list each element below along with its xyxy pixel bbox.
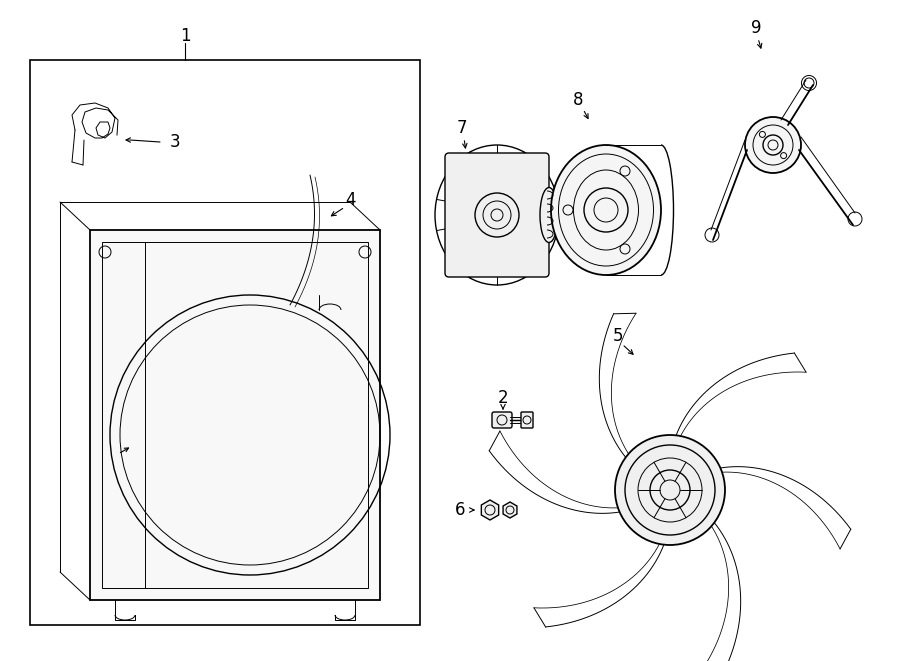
Text: 3: 3 <box>170 133 180 151</box>
Text: 9: 9 <box>751 19 761 37</box>
Text: 8: 8 <box>572 91 583 109</box>
FancyBboxPatch shape <box>445 153 549 277</box>
Polygon shape <box>503 502 517 518</box>
Text: 1: 1 <box>180 27 190 45</box>
Text: 4: 4 <box>345 191 356 209</box>
Text: 7: 7 <box>456 119 467 137</box>
Bar <box>102 242 368 588</box>
Text: 2: 2 <box>498 389 508 407</box>
Circle shape <box>745 117 801 173</box>
Circle shape <box>615 435 725 545</box>
Bar <box>90 230 380 600</box>
Ellipse shape <box>551 145 661 275</box>
FancyBboxPatch shape <box>521 412 533 428</box>
Bar <box>30 60 420 625</box>
Text: 6: 6 <box>454 501 465 519</box>
Ellipse shape <box>540 188 558 243</box>
Text: 5: 5 <box>613 327 623 345</box>
Polygon shape <box>482 500 499 520</box>
FancyBboxPatch shape <box>492 412 512 428</box>
